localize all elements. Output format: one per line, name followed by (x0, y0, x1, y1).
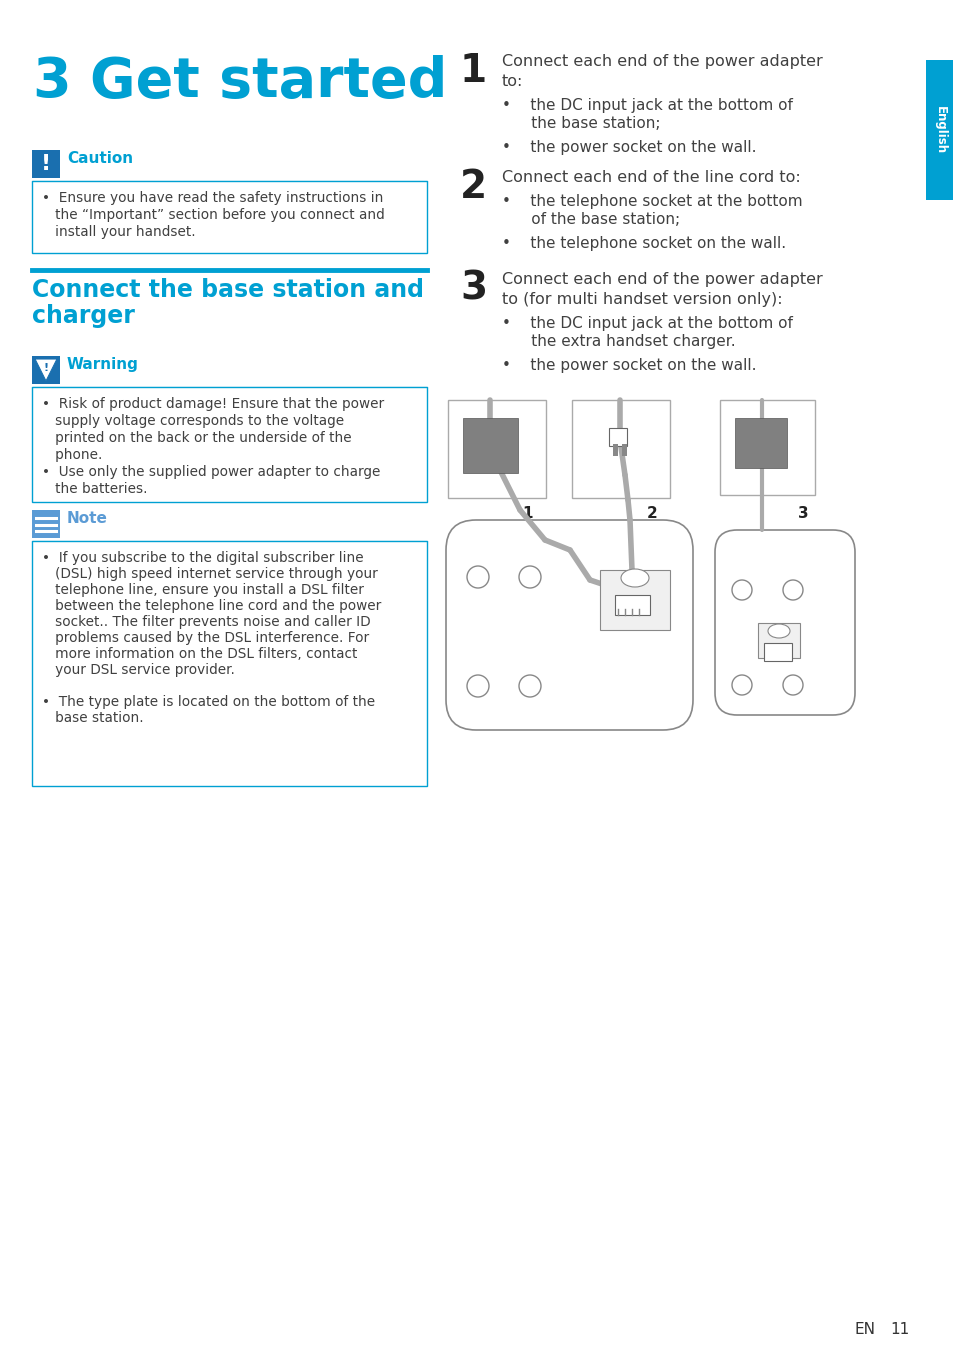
Bar (572, 400, 669, 498)
Text: •    the DC input jack at the bottom of: • the DC input jack at the bottom of (501, 316, 792, 331)
Ellipse shape (767, 624, 789, 639)
Text: Connect the base station and: Connect the base station and (32, 278, 423, 302)
Text: Warning: Warning (67, 356, 139, 373)
Bar (32, 356, 60, 383)
FancyBboxPatch shape (446, 520, 692, 730)
Text: 3: 3 (32, 55, 71, 109)
Text: phone.: phone. (42, 448, 102, 462)
Bar (462, 418, 517, 472)
Text: install your handset.: install your handset. (42, 225, 195, 239)
Text: Connect each end of the line cord to:: Connect each end of the line cord to: (501, 170, 800, 185)
Text: !: ! (44, 363, 49, 373)
Text: •  Risk of product damage! Ensure that the power: • Risk of product damage! Ensure that th… (42, 397, 384, 410)
Bar (621, 444, 626, 456)
Text: Get started: Get started (90, 55, 447, 109)
Text: problems caused by the DSL interference. For: problems caused by the DSL interference.… (42, 630, 369, 645)
Text: •  Ensure you have read the safety instructions in: • Ensure you have read the safety instru… (42, 190, 383, 205)
Text: the “Important” section before you connect and: the “Important” section before you conne… (42, 208, 384, 221)
Text: •    the power socket on the wall.: • the power socket on the wall. (501, 358, 756, 373)
Text: between the telephone line cord and the power: between the telephone line cord and the … (42, 599, 381, 613)
Bar (32, 181, 427, 252)
Text: !: ! (41, 154, 51, 174)
Bar (925, 59, 953, 200)
Ellipse shape (620, 568, 648, 587)
Text: socket.. The filter prevents noise and caller ID: socket.. The filter prevents noise and c… (42, 616, 370, 629)
Text: to:: to: (501, 74, 523, 89)
Text: 2: 2 (459, 167, 487, 207)
Bar (734, 418, 786, 468)
Text: 1: 1 (522, 506, 533, 521)
Bar (758, 622, 800, 657)
Text: •  If you subscribe to the digital subscriber line: • If you subscribe to the digital subscr… (42, 551, 363, 566)
Bar (32, 510, 60, 539)
Text: •  The type plate is located on the bottom of the: • The type plate is located on the botto… (42, 695, 375, 709)
Text: Note: Note (67, 512, 108, 526)
Bar (448, 400, 545, 498)
Text: printed on the back or the underside of the: printed on the back or the underside of … (42, 431, 352, 446)
Polygon shape (35, 359, 57, 381)
FancyBboxPatch shape (714, 531, 854, 716)
Bar (615, 595, 649, 616)
Text: 2: 2 (646, 506, 657, 521)
Bar (32, 150, 60, 178)
Bar (32, 387, 427, 502)
Text: of the base station;: of the base station; (501, 212, 679, 227)
Bar (763, 643, 791, 662)
Text: more information on the DSL filters, contact: more information on the DSL filters, con… (42, 647, 357, 662)
Text: •  Use only the supplied power adapter to charge: • Use only the supplied power adapter to… (42, 464, 380, 479)
Text: base station.: base station. (42, 711, 144, 725)
Text: charger: charger (32, 304, 134, 328)
Text: EN: EN (854, 1322, 875, 1336)
Text: Connect each end of the power adapter: Connect each end of the power adapter (501, 54, 821, 69)
Bar (599, 570, 669, 630)
Text: •    the telephone socket at the bottom: • the telephone socket at the bottom (501, 194, 801, 209)
Text: the base station;: the base station; (501, 116, 659, 131)
Text: your DSL service provider.: your DSL service provider. (42, 663, 234, 676)
Text: the batteries.: the batteries. (42, 482, 148, 495)
Text: 3: 3 (797, 506, 807, 521)
Text: Caution: Caution (67, 151, 133, 166)
Text: (DSL) high speed internet service through your: (DSL) high speed internet service throug… (42, 567, 377, 580)
Text: •    the power socket on the wall.: • the power socket on the wall. (501, 140, 756, 155)
Text: telephone line, ensure you install a DSL filter: telephone line, ensure you install a DSL… (42, 583, 363, 597)
Text: •    the telephone socket on the wall.: • the telephone socket on the wall. (501, 236, 785, 251)
Bar (32, 541, 427, 786)
Bar (613, 444, 618, 456)
Text: •    the DC input jack at the bottom of: • the DC input jack at the bottom of (501, 99, 792, 113)
Bar (720, 400, 814, 495)
Text: to (for multi handset version only):: to (for multi handset version only): (501, 292, 781, 306)
Text: 3: 3 (459, 270, 487, 308)
Text: 11: 11 (890, 1322, 909, 1336)
Text: English: English (933, 105, 945, 154)
Text: supply voltage corresponds to the voltage: supply voltage corresponds to the voltag… (42, 414, 344, 428)
Text: 1: 1 (459, 53, 487, 90)
Bar (608, 428, 626, 446)
Text: the extra handset charger.: the extra handset charger. (501, 333, 735, 350)
Text: Connect each end of the power adapter: Connect each end of the power adapter (501, 271, 821, 288)
